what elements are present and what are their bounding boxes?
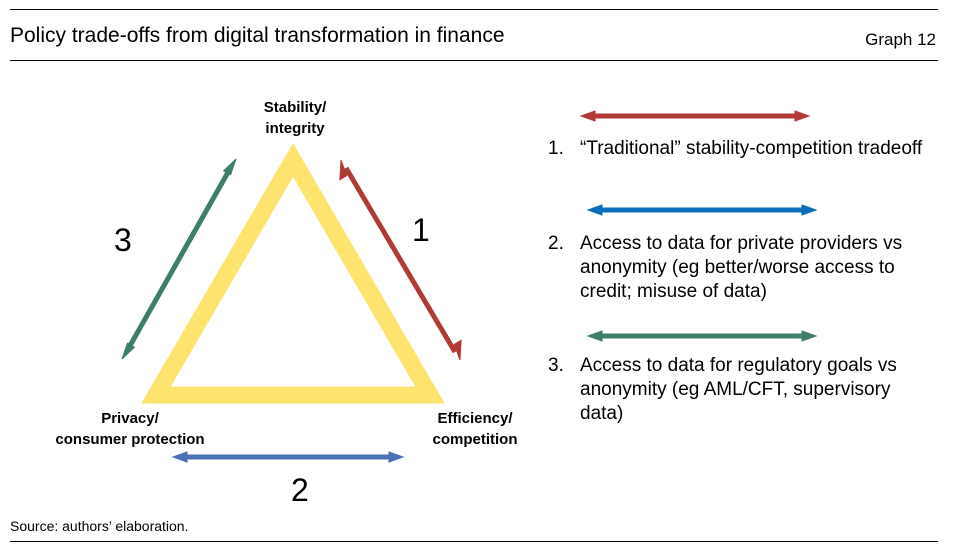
header-rule bbox=[10, 60, 938, 61]
legend-number: 1. bbox=[548, 138, 564, 159]
edge-number-1: 1 bbox=[412, 212, 430, 248]
vertex-label-line: Privacy/ bbox=[101, 410, 159, 427]
legend-text: Access to data for regulatory goals vs a… bbox=[580, 355, 897, 424]
legend-text: “Traditional” stability-competition trad… bbox=[580, 138, 923, 159]
vertex-label-privacy: Privacy/ consumer protection bbox=[30, 408, 230, 450]
vertex-label-line: Stability/ bbox=[263, 99, 327, 116]
vertex-label-line: integrity bbox=[265, 120, 325, 137]
top-rule bbox=[10, 9, 938, 10]
vertex-label-efficiency: Efficiency/ competition bbox=[410, 408, 540, 450]
figure-title: Policy trade-offs from digital transform… bbox=[10, 24, 505, 47]
bottom-rule bbox=[10, 541, 938, 542]
source-note: Source: authors’ elaboration. bbox=[10, 518, 189, 534]
vertex-label-stability: Stability/ integrity bbox=[230, 97, 360, 139]
legend-arrow-2 bbox=[586, 204, 818, 216]
legend-number: 3. bbox=[548, 355, 564, 376]
legend-item-1: 1. “Traditional” stability-competition t… bbox=[548, 137, 938, 161]
legend-text: Access to data for private providers vs … bbox=[580, 233, 903, 302]
legend-arrow-3 bbox=[586, 330, 818, 342]
arrow-tradeoff-1 bbox=[339, 159, 462, 361]
tradeoff-triangle bbox=[141, 143, 445, 404]
edge-number-3: 3 bbox=[114, 222, 132, 258]
vertex-label-line: competition bbox=[432, 431, 518, 448]
vertex-label-line: Efficiency/ bbox=[437, 410, 513, 427]
legend-number: 2. bbox=[548, 233, 564, 254]
arrow-tradeoff-3 bbox=[121, 158, 237, 360]
legend-arrow-1 bbox=[579, 110, 811, 122]
legend-item-2: 2. Access to data for private providers … bbox=[548, 232, 938, 304]
vertex-label-line: consumer protection bbox=[55, 431, 205, 448]
legend-item-3: 3. Access to data for regulatory goals v… bbox=[548, 354, 938, 426]
graph-number: Graph 12 bbox=[865, 30, 936, 49]
arrow-tradeoff-2 bbox=[171, 451, 405, 463]
edge-number-2: 2 bbox=[291, 472, 309, 508]
